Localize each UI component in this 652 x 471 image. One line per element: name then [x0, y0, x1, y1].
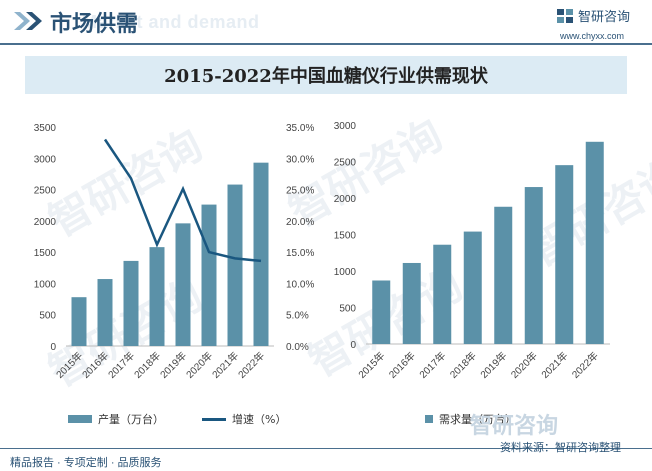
- y-tick-label: 500: [339, 304, 356, 315]
- demand-bar: [433, 244, 452, 344]
- demand-bar: [402, 262, 421, 344]
- production-bar: [97, 279, 113, 346]
- x-tick-label: 2018年: [447, 349, 479, 381]
- x-tick-label: 2019年: [157, 349, 189, 381]
- y-left-tick-label: 1500: [34, 248, 57, 259]
- demand-bar: [372, 280, 391, 344]
- y-tick-label: 1000: [334, 267, 357, 278]
- footer-slogan: 精品报告 · 专项定制 · 品质服务: [10, 457, 162, 469]
- header-background-text: Market and demand: [82, 12, 260, 32]
- production-bar: [71, 297, 87, 346]
- footer-divider: [0, 448, 652, 449]
- legend-label-demand: 需求量（万台）: [439, 413, 516, 426]
- x-tick-label: 2021年: [209, 349, 241, 381]
- x-tick-label: 2015年: [53, 349, 85, 381]
- chart-title-bar: 2015-2022年中国血糖仪行业供需现状: [25, 56, 627, 94]
- legend-label-growth: 增速（%）: [232, 413, 287, 426]
- x-tick-label: 2020年: [183, 349, 215, 381]
- production-bar: [253, 162, 269, 346]
- production-bar: [149, 247, 165, 346]
- demand-bar: [463, 231, 482, 344]
- x-tick-label: 2015年: [355, 349, 387, 381]
- chart-title: 2015-2022年中国血糖仪行业供需现状: [164, 66, 488, 87]
- y-right-tick-label: 15.0%: [286, 248, 314, 259]
- legend-swatch-demand: [425, 415, 433, 423]
- y-left-tick-label: 3500: [34, 123, 57, 134]
- legend-left: 产量（万台） 增速（%）: [68, 411, 286, 427]
- legend-right: 需求量（万台）: [425, 411, 516, 427]
- brand-name: 智研咨询: [578, 10, 631, 25]
- production-bar: [227, 184, 243, 346]
- x-tick-label: 2022年: [235, 349, 267, 381]
- footer-watermark: 智研咨询: [470, 414, 559, 439]
- x-tick-label: 2019年: [477, 349, 509, 381]
- brand-logo-icon: [557, 8, 573, 23]
- brand: 智研咨询: [556, 6, 630, 25]
- production-bar: [123, 260, 139, 346]
- y-left-tick-label: 2500: [34, 186, 57, 197]
- y-right-tick-label: 25.0%: [286, 186, 314, 197]
- y-left-tick-label: 0: [50, 342, 56, 353]
- y-tick-label: 2000: [334, 194, 357, 205]
- page-title: 市场供需: [50, 12, 139, 37]
- legend-swatch-production: [68, 415, 92, 423]
- y-right-tick-label: 5.0%: [286, 311, 309, 322]
- y-tick-label: 1500: [334, 231, 357, 242]
- demand-bar: [524, 187, 543, 344]
- x-tick-label: 2016年: [79, 349, 111, 381]
- page-header: Market and demand 市场供需 智研咨询 www.chyxx.co…: [0, 0, 652, 46]
- x-tick-label: 2016年: [386, 349, 418, 381]
- demand-bar: [585, 141, 604, 344]
- legend-label-production: 产量（万台）: [98, 413, 164, 426]
- y-tick-label: 0: [350, 340, 356, 351]
- production-bar: [175, 223, 191, 346]
- y-left-tick-label: 3000: [34, 154, 57, 165]
- x-tick-label: 2017年: [105, 349, 137, 381]
- y-tick-label: 2500: [334, 158, 357, 169]
- y-right-tick-label: 10.0%: [286, 279, 314, 290]
- chevron-double-icon: [14, 12, 42, 30]
- x-tick-label: 2022年: [569, 349, 601, 381]
- legend-swatch-growth: [202, 417, 226, 421]
- x-tick-label: 2021年: [538, 349, 570, 381]
- brand-url: www.chyxx.com: [560, 31, 625, 41]
- y-right-tick-label: 0.0%: [286, 342, 309, 353]
- x-tick-label: 2020年: [508, 349, 540, 381]
- y-right-tick-label: 30.0%: [286, 154, 314, 165]
- footer-source: 资料来源：智研咨询整理: [500, 442, 621, 454]
- footer: [0, 449, 652, 471]
- x-tick-label: 2018年: [131, 349, 163, 381]
- y-right-tick-label: 35.0%: [286, 123, 314, 134]
- growth-rate-line: [103, 138, 262, 263]
- y-left-tick-label: 2000: [34, 217, 57, 228]
- demand-bar: [555, 165, 574, 344]
- y-left-tick-label: 500: [39, 311, 56, 322]
- y-tick-label: 3000: [334, 121, 357, 132]
- production-bar: [201, 204, 217, 346]
- y-right-tick-label: 20.0%: [286, 217, 314, 228]
- y-left-tick-label: 1000: [34, 279, 57, 290]
- demand-bar: [494, 206, 513, 344]
- header-divider: [0, 43, 652, 45]
- x-tick-label: 2017年: [416, 349, 448, 381]
